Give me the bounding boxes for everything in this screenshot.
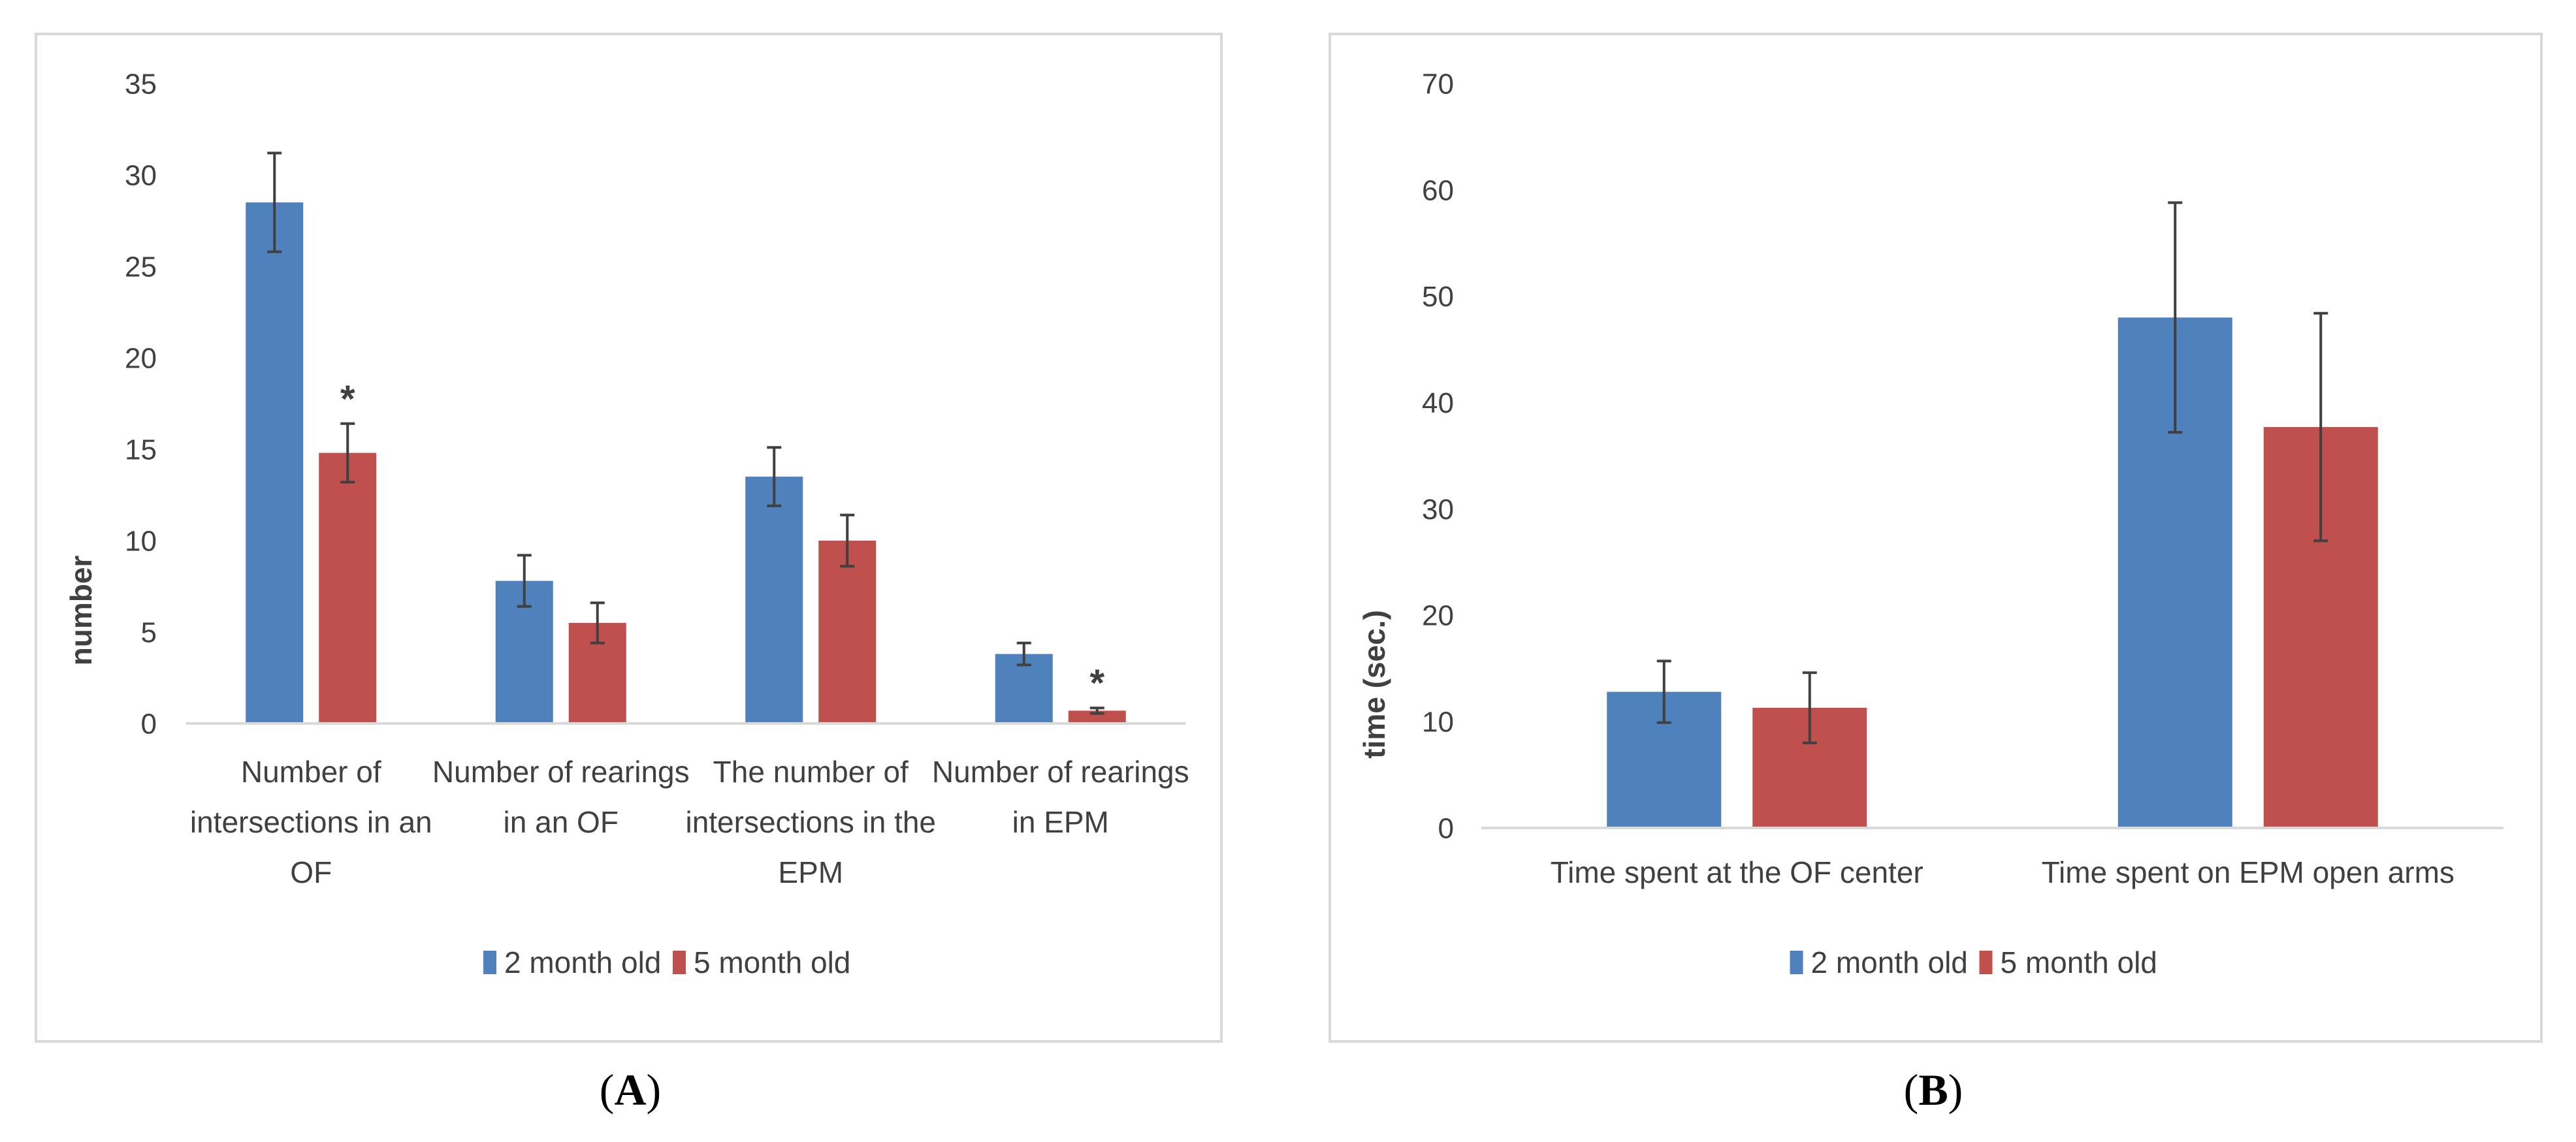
panel-label-b: (B) [1904, 1065, 1963, 1115]
chart-b-plot: 0 10 20 30 40 50 60 70 time (sec.) Time spent at … [1357, 68, 2504, 979]
chart-a-category-label: in an OF [504, 805, 619, 839]
chart-b-error-bar-s1-c1 [1656, 659, 1671, 724]
chart-a-legend-label-1: 2 month old [504, 945, 661, 979]
chart-b-legend-swatch-1 [1790, 951, 1803, 974]
chart-a-error-bar-s1-c2 [517, 554, 532, 608]
chart-a-y-tick-label: 0 [141, 708, 157, 740]
chart-b-category-label: Time spent at the OF center [1551, 855, 1924, 889]
chart-b-y-tick-label: 10 [1422, 706, 1454, 738]
chart-a-error-bar-s2-c1 [340, 422, 355, 484]
chart-a-error-bar-s1-c4 [1016, 641, 1031, 667]
chart-panel-b: 0 10 20 30 40 50 60 70 time (sec.) Time spent at … [1328, 33, 2543, 1043]
chart-a-y-tick-label: 35 [125, 68, 157, 100]
chart-b-legend-swatch-2 [1979, 951, 1993, 974]
chart-a-y-axis-label: number [64, 556, 98, 666]
chart-a-y-tick-label: 5 [141, 616, 157, 648]
chart-a-bar-s2-c3 [818, 541, 877, 723]
chart-a-legend-swatch-2 [673, 951, 686, 974]
chart-a-y-tick-label: 30 [125, 159, 157, 191]
chart-b-y-tick-label: 40 [1422, 387, 1454, 419]
chart-a-error-bar-s2-c4 [1089, 706, 1104, 715]
chart-a-bar-s2-c1 [319, 452, 377, 723]
chart-b-legend-label-2: 5 month old [2001, 945, 2157, 979]
chart-b-y-tick-label: 50 [1422, 281, 1454, 313]
chart-a-category-label: Number of [241, 755, 381, 789]
chart-a-frame [35, 33, 1223, 1043]
chart-a-plot: 0 5 10 15 20 25 30 35 number Number of intersectio… [64, 68, 1189, 979]
chart-b-y-axis-label: time (sec.) [1357, 610, 1391, 759]
chart-a-error-bar-s1-c3 [767, 446, 782, 507]
chart-a-y-tick-label: 15 [125, 434, 157, 466]
chart-a-error-bar-s1-c1 [267, 151, 282, 253]
chart-a-significance-marker: * [1089, 662, 1104, 705]
chart-a-category-label: OF [290, 855, 332, 889]
chart-b-y-tick-label: 60 [1422, 174, 1454, 206]
chart-b-error-bar-s2-c1 [1802, 671, 1817, 744]
chart-b-error-bar-s1-c2 [2168, 201, 2183, 434]
chart-a-category-label: intersections in an [190, 805, 432, 839]
chart-b-category-label: Time spent on EPM open arms [2042, 855, 2455, 889]
chart-a-legend-label-2: 5 month old [694, 945, 850, 979]
chart-b-error-bar-s2-c2 [2313, 311, 2328, 543]
chart-a-error-bar-s2-c2 [590, 601, 605, 644]
chart-a-bar-s1-c1 [246, 202, 304, 723]
chart-a-category-label: The number of [713, 755, 909, 789]
chart-panel-a: 0 5 10 15 20 25 30 35 number Number of intersectio… [35, 33, 1223, 1043]
chart-a-category-label: EPM [778, 855, 843, 889]
chart-b-y-tick-label: 30 [1422, 494, 1454, 526]
chart-a-category-label: in EPM [1012, 805, 1109, 839]
chart-b-y-tick-label: 0 [1438, 812, 1454, 844]
chart-a-y-tick-label: 20 [125, 342, 157, 374]
chart-a-bar-s1-c3 [745, 477, 803, 723]
panel-label-a: (A) [600, 1065, 661, 1115]
chart-b-y-tick-label: 70 [1422, 68, 1454, 100]
chart-a-category-label: Number of rearings [932, 755, 1189, 789]
chart-a-category-label: intersections in the [685, 805, 936, 839]
chart-a-significance-marker: * [340, 378, 355, 420]
chart-a-error-bar-s2-c3 [840, 513, 855, 568]
chart-a-y-tick-label: 10 [125, 525, 157, 557]
chart-a-bar-s2-c4 [1068, 710, 1126, 723]
chart-a-legend-swatch-1 [483, 951, 496, 974]
chart-b-y-tick-label: 20 [1422, 600, 1454, 632]
chart-a-category-label: Number of rearings [432, 755, 690, 789]
chart-a-y-tick-label: 25 [125, 251, 157, 283]
chart-b-legend-label-1: 2 month old [1811, 945, 1968, 979]
